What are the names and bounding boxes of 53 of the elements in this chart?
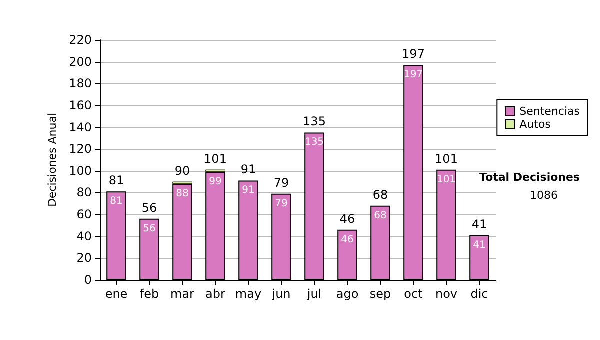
x-tick-label: jul (306, 287, 322, 301)
data-label: 101 (436, 174, 456, 186)
x-tick-label: mar (170, 287, 195, 301)
legend-label: Autos (520, 118, 552, 131)
y-tick-label: 160 (69, 98, 92, 112)
y-tick-label: 100 (69, 164, 92, 178)
total-label: 56 (142, 200, 158, 215)
x-tick-label: abr (206, 287, 226, 301)
y-tick-label: 0 (84, 273, 92, 287)
x-tick-label: jun (271, 287, 291, 301)
data-label: 81 (110, 196, 123, 208)
data-label: 41 (473, 240, 486, 251)
text: 1086 (530, 189, 558, 202)
x-tick-label: feb (140, 287, 160, 301)
y-tick-label: 80 (76, 186, 92, 200)
total-label: 41 (472, 217, 488, 232)
total-label: 46 (340, 212, 356, 226)
y-tick-label: 60 (76, 208, 92, 222)
y-tick-label: 40 (76, 229, 92, 244)
x-tick-label: nov (435, 287, 458, 301)
total-label: 197 (402, 47, 425, 62)
x-tick-label: oct (404, 287, 424, 301)
x-tick-label: ago (336, 287, 359, 301)
annotation: Total Decisiones (480, 171, 580, 184)
total-label: 101 (204, 152, 227, 166)
data-label: 88 (176, 188, 189, 200)
data-label: 46 (341, 234, 354, 246)
data-label: 91 (242, 185, 255, 196)
data-label: 135 (304, 137, 324, 148)
y-tick-label: 120 (69, 142, 92, 156)
data-label: 197 (404, 70, 424, 81)
y-axis-title: Decisiones Anual (46, 112, 60, 208)
total-label: 79 (274, 176, 290, 190)
x-tick-label: sep (370, 287, 392, 301)
data-label: 56 (143, 223, 156, 234)
x-tick-label: ene (105, 287, 128, 301)
data-label: 99 (209, 176, 222, 188)
total-label: 91 (240, 162, 256, 177)
total-label: 81 (108, 174, 124, 188)
data-label: 68 (374, 210, 387, 222)
y-tick-label: 140 (69, 120, 92, 134)
legend-label: Sentencias (520, 105, 580, 118)
x-tick-label: dic (470, 287, 488, 301)
y-tick-label: 180 (69, 76, 92, 91)
y-tick-label: 20 (76, 251, 92, 266)
total-label: 90 (174, 164, 190, 178)
total-label: 68 (372, 188, 388, 202)
total-label: 101 (435, 152, 458, 166)
y-tick-label: 200 (69, 54, 92, 69)
y-tick-label: 220 (69, 33, 92, 47)
x-tick-label: may (235, 287, 262, 301)
total-label: 135 (303, 114, 326, 129)
data-label: 79 (275, 198, 288, 210)
